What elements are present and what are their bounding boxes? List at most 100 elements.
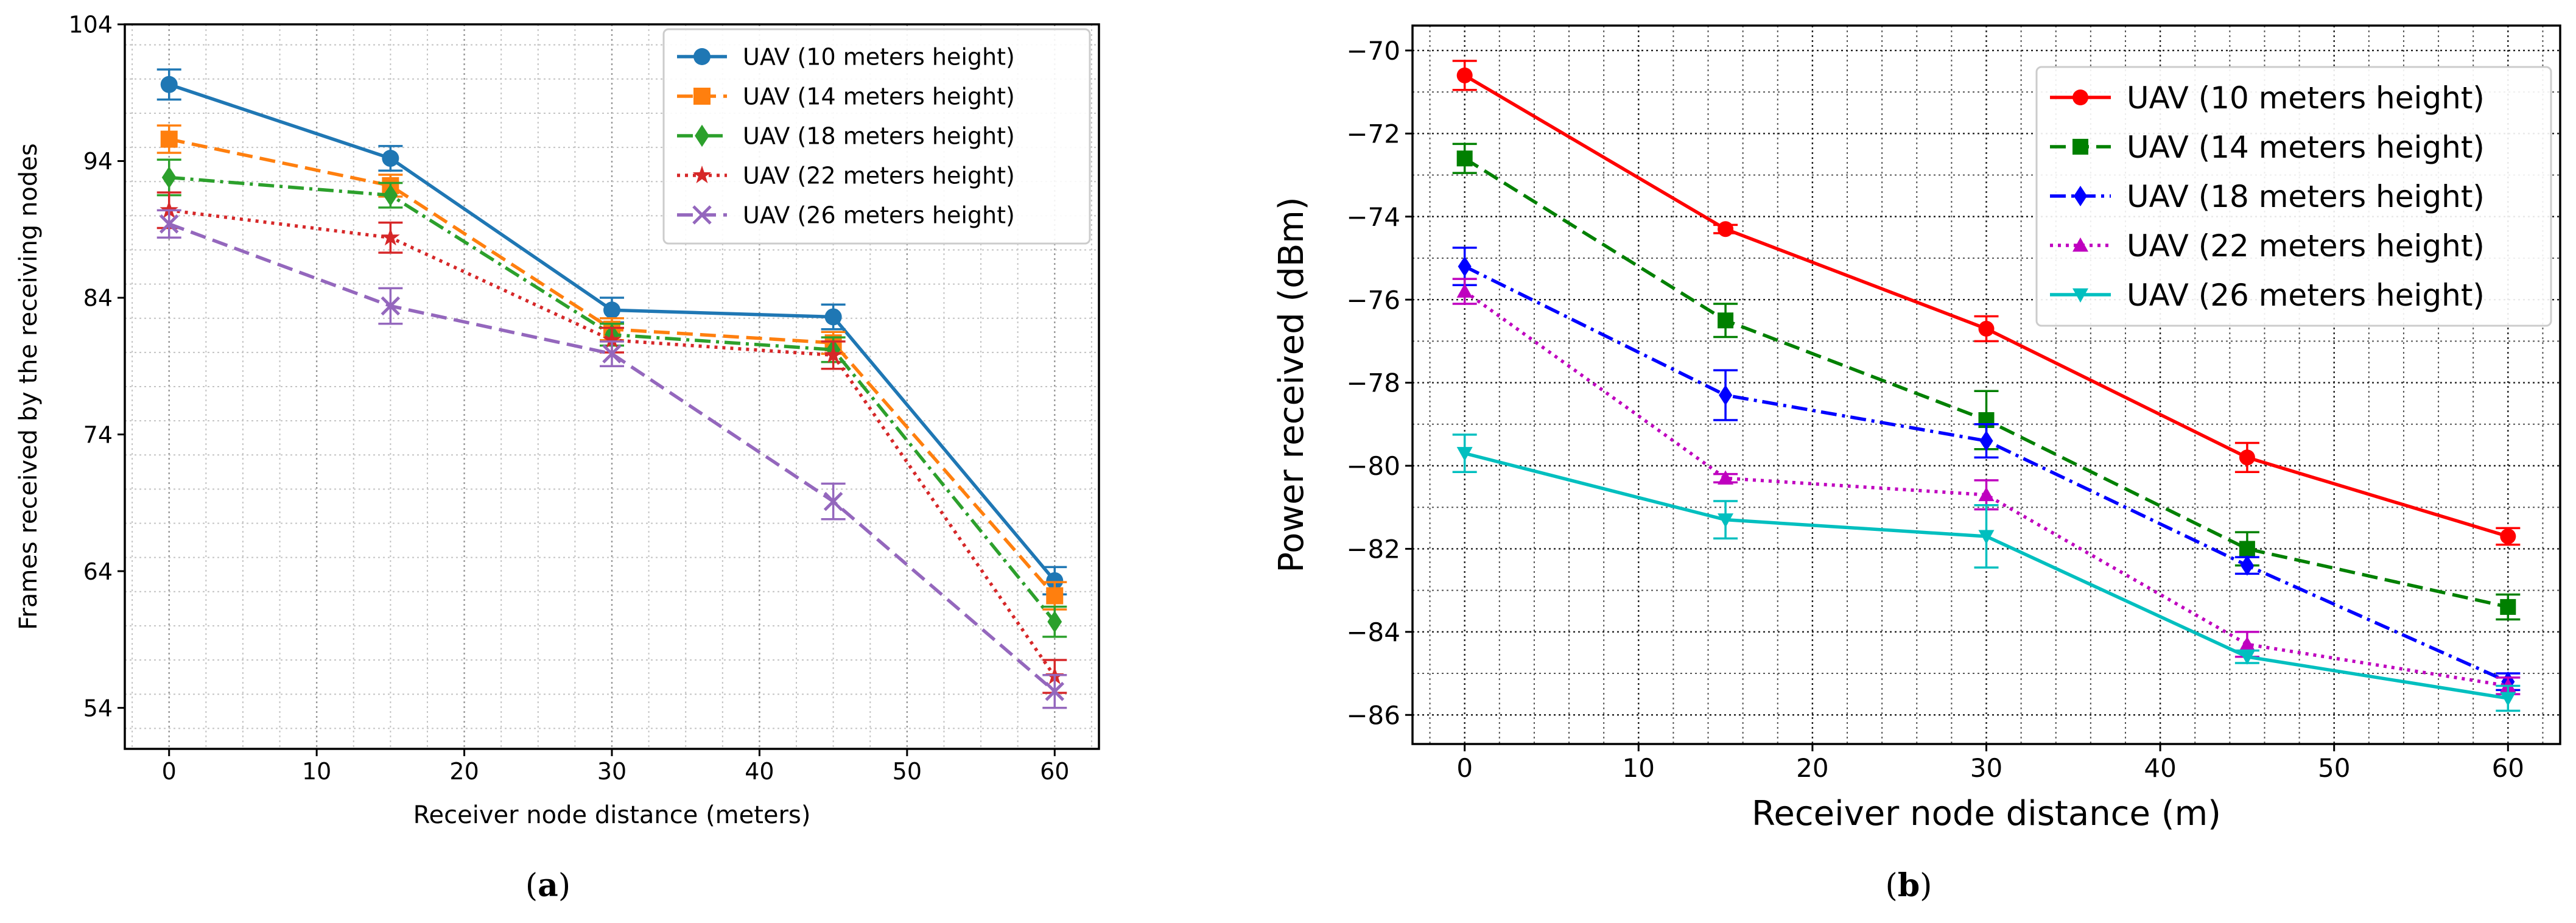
data-point bbox=[161, 166, 177, 189]
data-point-stroke-2 bbox=[159, 214, 179, 234]
data-point bbox=[160, 130, 178, 148]
data-point-stroke-2 bbox=[381, 296, 401, 316]
x-axis-label: Receiver node distance (meters) bbox=[413, 801, 811, 829]
data-point-stroke-2 bbox=[602, 344, 622, 363]
y-tick-label: −70 bbox=[1346, 36, 1400, 66]
y-tick-label: −82 bbox=[1346, 535, 1400, 564]
data-point bbox=[383, 184, 398, 206]
legend-marker bbox=[693, 88, 711, 105]
chart-a: 0 10 20 30 40 50 60 54 64 74 84 94 104 Receiver node … bbox=[15, 12, 1100, 904]
data-point bbox=[603, 301, 620, 319]
caption-letter: b bbox=[1898, 867, 1920, 904]
x-tick-label: 40 bbox=[2144, 753, 2176, 783]
x-tick-label: 20 bbox=[449, 758, 479, 785]
y-tick-label: −76 bbox=[1346, 285, 1400, 315]
data-point bbox=[1046, 572, 1064, 589]
panel-caption: (a) bbox=[525, 867, 570, 904]
data-point bbox=[824, 345, 843, 363]
y-tick-label: −84 bbox=[1346, 617, 1400, 647]
legend: UAV (10 meters height) UAV (14 meters hei… bbox=[662, 28, 1091, 245]
x-axis-label: Receiver node distance (m) bbox=[1752, 794, 2221, 834]
data-point bbox=[1456, 447, 1473, 461]
y-tick-label: −74 bbox=[1346, 202, 1400, 232]
x-tick-label: 30 bbox=[1970, 753, 2002, 783]
data-point-stroke-2 bbox=[1045, 681, 1065, 701]
x-tick-label: 50 bbox=[2318, 753, 2350, 783]
data-point bbox=[1458, 256, 1472, 277]
legend-item: UAV (10 meters height) bbox=[677, 44, 1015, 71]
legend-item: UAV (10 meters height) bbox=[2050, 80, 2485, 116]
legend-item: UAV (22 meters height) bbox=[677, 163, 1015, 189]
data-point bbox=[382, 150, 399, 167]
data-point bbox=[1978, 320, 1995, 337]
data-point bbox=[2239, 636, 2255, 651]
legend-label: UAV (10 meters height) bbox=[743, 44, 1015, 71]
legend-marker bbox=[695, 124, 709, 147]
x-tick-label: 40 bbox=[745, 758, 774, 785]
legend-marker bbox=[2072, 139, 2088, 155]
y-tick-label: −72 bbox=[1346, 119, 1400, 149]
series-line bbox=[1464, 290, 2508, 688]
data-point bbox=[381, 296, 401, 316]
legend-marker bbox=[692, 205, 712, 225]
data-point bbox=[1979, 430, 1993, 451]
x-tick-label: 0 bbox=[1456, 753, 1473, 783]
data-point bbox=[1978, 486, 1995, 502]
caption-letter: a bbox=[538, 867, 558, 904]
data-point bbox=[1978, 530, 1995, 544]
legend-marker bbox=[692, 165, 712, 183]
data-point bbox=[1456, 67, 1473, 83]
y-tick-label: −80 bbox=[1346, 451, 1400, 481]
data-point bbox=[1047, 610, 1062, 633]
x-tick-label: 10 bbox=[1623, 753, 1655, 783]
legend-item: UAV (22 meters height) bbox=[2050, 228, 2485, 264]
series-5 bbox=[1452, 433, 2521, 712]
legend-label: UAV (26 meters height) bbox=[2127, 278, 2485, 313]
y-tick-label: −86 bbox=[1346, 700, 1400, 730]
y-axis-label: Frames received by the receiving nodes bbox=[15, 143, 43, 630]
legend-label: UAV (14 meters height) bbox=[743, 83, 1015, 110]
data-point bbox=[1718, 312, 1734, 329]
y-tick-label: 104 bbox=[68, 12, 113, 38]
legend-item: UAV (14 meters height) bbox=[2050, 130, 2485, 165]
x-tick-label: 10 bbox=[302, 758, 331, 785]
legend-item: UAV (26 meters height) bbox=[677, 202, 1015, 229]
legend-box bbox=[2035, 66, 2552, 327]
data-point bbox=[602, 330, 622, 348]
caption-open: ( bbox=[525, 868, 538, 904]
data-point bbox=[823, 491, 843, 511]
x-tick-label: 20 bbox=[1796, 753, 1828, 783]
legend-label: UAV (26 meters height) bbox=[743, 202, 1015, 229]
x-tick-label: 60 bbox=[2492, 753, 2524, 783]
caption-open: ( bbox=[1886, 868, 1898, 904]
y-tick-label: 64 bbox=[83, 558, 113, 585]
grid bbox=[125, 24, 1099, 749]
data-point bbox=[159, 214, 179, 234]
data-point bbox=[2239, 449, 2255, 466]
legend-item: UAV (14 meters height) bbox=[677, 83, 1015, 110]
data-point bbox=[160, 75, 178, 93]
legend-marker bbox=[2072, 89, 2088, 105]
data-point-stroke-2 bbox=[823, 491, 843, 511]
data-point bbox=[1046, 587, 1064, 605]
data-point bbox=[1719, 385, 1733, 405]
legend-item: UAV (18 meters height) bbox=[2050, 179, 2485, 214]
data-point bbox=[1718, 513, 1734, 528]
caption-close: ) bbox=[1920, 868, 1932, 904]
data-point bbox=[1718, 221, 1734, 237]
data-point bbox=[824, 308, 842, 326]
legend-label: UAV (22 meters height) bbox=[743, 163, 1015, 189]
y-tick-label: 54 bbox=[83, 695, 113, 721]
data-point bbox=[602, 344, 622, 363]
legend-label: UAV (14 meters height) bbox=[2127, 130, 2485, 165]
data-point bbox=[2500, 528, 2516, 544]
x-tick-label: 60 bbox=[1040, 758, 1069, 785]
legend-label: UAV (18 meters height) bbox=[743, 123, 1015, 150]
legend-item: UAV (18 meters height) bbox=[677, 123, 1015, 150]
legend: UAV (10 meters height) UAV (14 meters hei… bbox=[2035, 66, 2552, 327]
y-tick-label: 74 bbox=[83, 421, 113, 448]
data-point bbox=[1456, 283, 1473, 298]
data-point bbox=[2240, 555, 2254, 576]
panel-caption: (b) bbox=[1886, 867, 1932, 904]
